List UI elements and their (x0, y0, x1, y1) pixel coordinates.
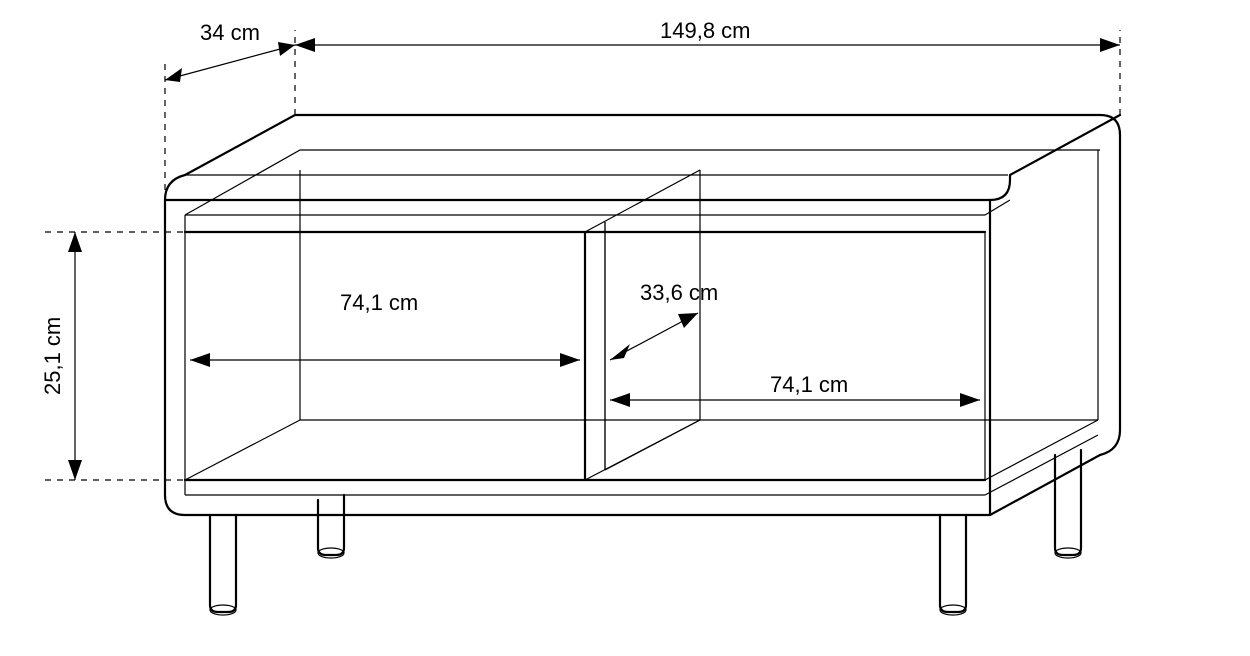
dim-depth-label: 34 cm (200, 20, 260, 45)
dim-height-label: 25,1 cm (40, 317, 65, 395)
dim-left-comp-label: 74,1 cm (340, 290, 418, 315)
furniture-dimension-diagram: 34 cm 149,8 cm 25,1 cm 74,1 cm 74,1 cm 3… (0, 0, 1250, 656)
dim-width-label: 149,8 cm (660, 18, 751, 43)
dim-right-comp-label: 74,1 cm (770, 372, 848, 397)
dim-comp-depth-label: 33,6 cm (640, 280, 718, 305)
